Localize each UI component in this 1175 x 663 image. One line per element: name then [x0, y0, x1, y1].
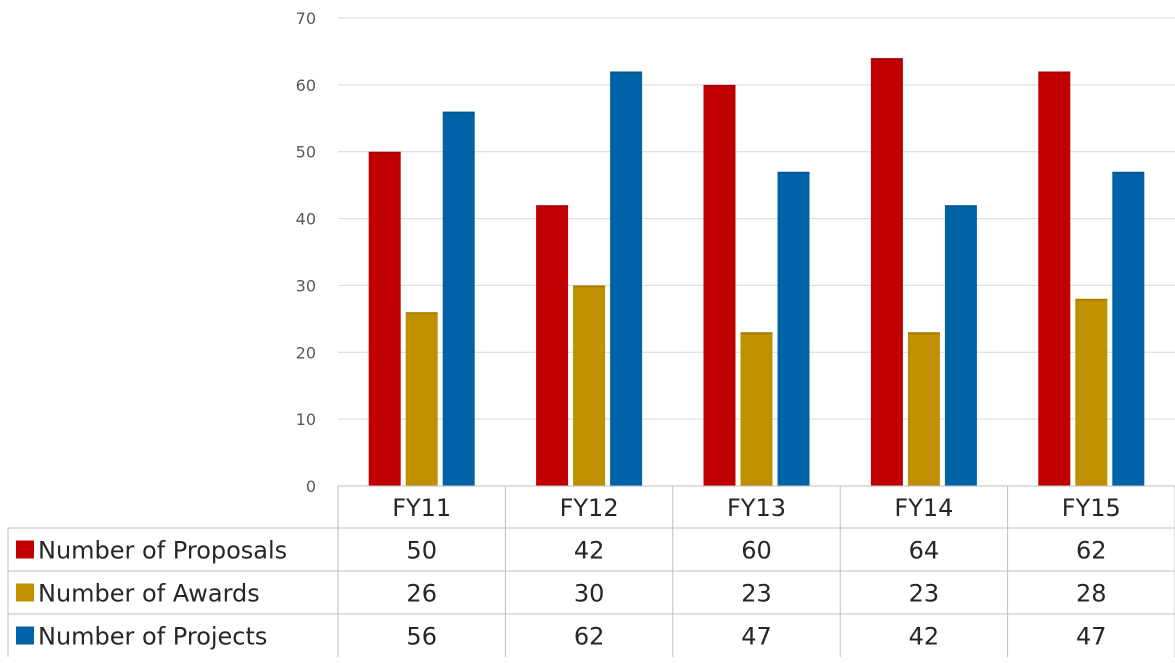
y-axis-tick-labels: 0 10 20 30 40 50 60 70 [296, 9, 316, 496]
category-label: FY13 [727, 494, 786, 522]
series-label: Number of Proposals [38, 537, 287, 565]
bar-top-edge [944, 205, 977, 208]
bar [536, 205, 569, 486]
data-label: 42 [574, 537, 605, 565]
category-label: FY12 [560, 494, 619, 522]
bar [870, 58, 903, 486]
data-label: 28 [1076, 580, 1107, 608]
bar [777, 171, 810, 486]
y-tick-label: 20 [296, 343, 316, 362]
bars [368, 58, 1145, 486]
data-label: 56 [406, 623, 437, 651]
bar-top-edge [1038, 71, 1071, 74]
bar [442, 111, 475, 486]
y-tick-label: 50 [296, 143, 316, 162]
bar [944, 205, 977, 486]
bar [405, 312, 438, 486]
y-tick-label: 60 [296, 76, 316, 95]
bar [368, 151, 401, 486]
bar-top-edge [777, 171, 810, 174]
data-label: 62 [1076, 537, 1107, 565]
data-table-grid [7, 485, 1175, 657]
data-label: 47 [1076, 623, 1107, 651]
data-label: 62 [574, 623, 605, 651]
data-table-text: FY11 FY12 FY13 FY14 FY15 Number of Proposals 5… [16, 494, 1121, 651]
y-tick-label: 0 [306, 477, 316, 496]
bar [907, 332, 940, 486]
y-tick-label: 40 [296, 210, 316, 229]
bar [740, 332, 773, 486]
y-tick-label: 30 [296, 276, 316, 295]
bar [703, 84, 736, 486]
bar [1038, 71, 1071, 486]
bar-top-edge [405, 312, 438, 315]
series-label: Number of Awards [38, 580, 260, 608]
bar-top-edge [870, 58, 903, 61]
legend-swatch [16, 626, 34, 645]
category-label: FY15 [1062, 494, 1121, 522]
bar [1075, 298, 1108, 486]
bar-top-edge [703, 84, 736, 87]
bar [610, 71, 643, 486]
legend-swatch [16, 583, 34, 602]
bar-top-edge [368, 151, 401, 154]
data-label: 60 [741, 537, 772, 565]
data-label: 64 [909, 537, 940, 565]
data-label: 50 [406, 537, 437, 565]
legend-swatch [16, 540, 34, 559]
bar-top-edge [907, 332, 940, 335]
y-tick-label: 10 [296, 410, 316, 429]
bar-top-edge [610, 71, 643, 74]
bar-top-edge [1112, 171, 1145, 174]
gridlines [338, 17, 1175, 420]
bar-top-edge [536, 205, 569, 208]
category-label: FY11 [392, 494, 451, 522]
bar [1112, 171, 1145, 486]
series-label: Number of Projects [38, 623, 267, 651]
y-tick-label: 70 [296, 9, 316, 28]
category-label: FY14 [894, 494, 953, 522]
data-label: 30 [574, 580, 605, 608]
bar-top-edge [573, 285, 606, 288]
bar [573, 285, 606, 486]
data-label: 42 [909, 623, 940, 651]
data-label: 23 [909, 580, 940, 608]
bar-top-edge [442, 111, 475, 114]
bar-top-edge [740, 332, 773, 335]
data-label: 47 [741, 623, 772, 651]
bar-top-edge [1075, 298, 1108, 301]
data-label: 26 [406, 580, 437, 608]
data-label: 23 [741, 580, 772, 608]
